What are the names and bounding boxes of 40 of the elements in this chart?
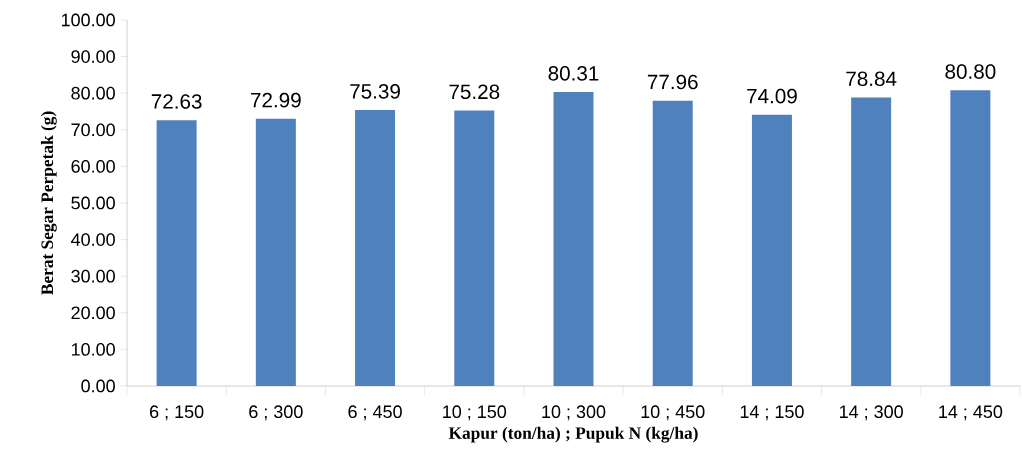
y-axis-title: Berat Segar Perpetak (g)	[40, 111, 57, 295]
data-label: 74.09	[747, 88, 797, 104]
y-tick-label: 70.00	[71, 123, 115, 137]
bar	[652, 100, 693, 386]
y-tick-label: 60.00	[71, 160, 115, 173]
x-tick-label: 14 ; 300	[840, 405, 903, 421]
bar	[156, 120, 197, 386]
data-label: 72.99	[251, 92, 301, 108]
x-tick-label: 10 ; 300	[542, 405, 606, 421]
x-tick-label: 10 ; 450	[641, 405, 705, 421]
x-tick-label: 6 ; 450	[348, 405, 402, 421]
y-tick-label: 90.00	[71, 50, 115, 63]
y-tick-label: 30.00	[71, 269, 115, 283]
x-tick-label: 14 ; 450	[939, 405, 1003, 421]
bar	[751, 114, 792, 386]
bar	[355, 110, 396, 386]
x-tick-label: 6 ; 300	[249, 405, 303, 421]
data-label: 78.84	[846, 71, 897, 87]
x-axis-title: Kapur (ton/ha) ; Pupuk N (kg/ha)	[448, 426, 698, 443]
x-tick-label: 14 ; 150	[740, 405, 804, 421]
x-tick-label: 6 ; 150	[150, 405, 204, 421]
bar	[851, 97, 892, 386]
bar	[553, 92, 594, 386]
y-tick-label: 40.00	[71, 233, 115, 246]
y-tick-label: 100.00	[61, 13, 115, 27]
data-label: 77.96	[647, 74, 698, 90]
data-label: 72.63	[151, 94, 202, 109]
data-label: 75.39	[350, 84, 400, 99]
data-label: 80.31	[548, 66, 599, 81]
bar	[255, 118, 296, 386]
y-tick-label: 10.00	[71, 343, 115, 356]
data-label: 80.80	[945, 64, 996, 79]
y-tick-label: 80.00	[71, 86, 115, 100]
y-tick-label: 20.00	[71, 306, 115, 320]
bar	[454, 110, 495, 386]
y-tick-label: 0.00	[81, 379, 115, 393]
data-label: 75.28	[449, 84, 500, 100]
y-tick-label: 50.00	[71, 196, 115, 210]
bar	[950, 90, 991, 386]
x-tick-label: 10 ; 150	[443, 405, 507, 421]
